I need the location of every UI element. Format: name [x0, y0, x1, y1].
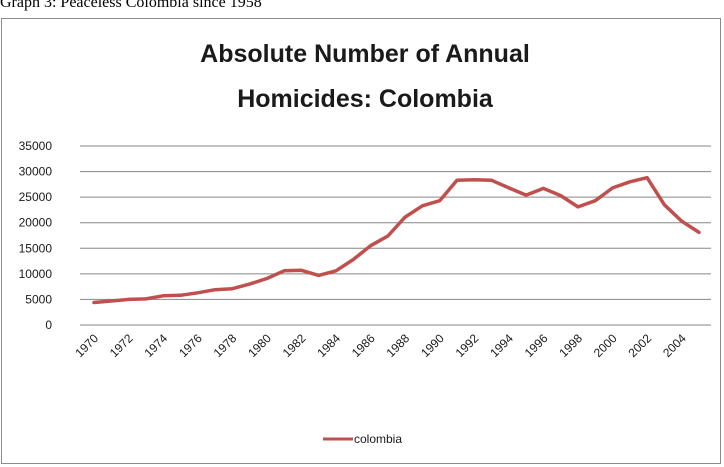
x-tick-label: 1970 — [72, 331, 101, 360]
x-tick-label: 1978 — [211, 331, 240, 360]
chart-title-line-2: Homicides: Colombia — [237, 85, 494, 113]
x-tick-label: 1984 — [314, 331, 343, 360]
line-chart: Absolute Number of Annual Homicides: Col… — [19, 40, 711, 446]
x-tick-label: 2000 — [591, 331, 620, 360]
y-tick-label: 0 — [45, 318, 52, 332]
chart-frame: Absolute Number of Annual Homicides: Col… — [1, 18, 721, 464]
chart-title: Absolute Number of Annual Homicides: Col… — [200, 40, 530, 113]
x-tick-label: 1988 — [383, 331, 412, 360]
y-tick-label: 35000 — [19, 139, 53, 153]
x-tick-label: 1996 — [522, 331, 551, 360]
x-tick-label: 1980 — [245, 331, 274, 360]
x-tick-label: 1976 — [176, 331, 205, 360]
y-tick-label: 5000 — [25, 292, 52, 306]
y-tick-label: 10000 — [19, 267, 53, 281]
x-tick-label: 1982 — [280, 331, 309, 360]
gridlines — [80, 145, 711, 326]
y-tick-label: 15000 — [19, 241, 53, 255]
legend: colombia — [323, 432, 402, 446]
x-tick-label: 1986 — [349, 331, 378, 360]
series-line-colombia — [92, 175, 701, 305]
series-lines — [92, 175, 701, 305]
y-tick-label: 25000 — [19, 190, 53, 204]
x-tick-label: 1990 — [418, 331, 447, 360]
x-tick-label: 1992 — [453, 331, 482, 360]
x-tick-label: 1998 — [556, 331, 585, 360]
figure-caption: Graph 3: Peaceless Colombia since 1958 — [0, 0, 262, 11]
y-axis-tick-labels: 0 5000 10000 15000 20000 25000 30000 35000 — [19, 139, 53, 332]
x-tick-label: 1974 — [141, 331, 170, 360]
x-tick-label: 1994 — [487, 331, 516, 360]
chart-title-line-1: Absolute Number of Annual — [200, 40, 530, 68]
x-tick-label: 2004 — [660, 331, 689, 360]
x-axis-tick-labels: 1970 1972 1974 1976 1978 1980 1982 1984 1986 1988… — [72, 331, 689, 360]
y-tick-label: 20000 — [19, 216, 53, 230]
y-tick-label: 30000 — [19, 165, 53, 179]
x-tick-label: 1972 — [107, 331, 136, 360]
x-tick-label: 2002 — [625, 331, 654, 360]
legend-label: colombia — [354, 432, 402, 446]
